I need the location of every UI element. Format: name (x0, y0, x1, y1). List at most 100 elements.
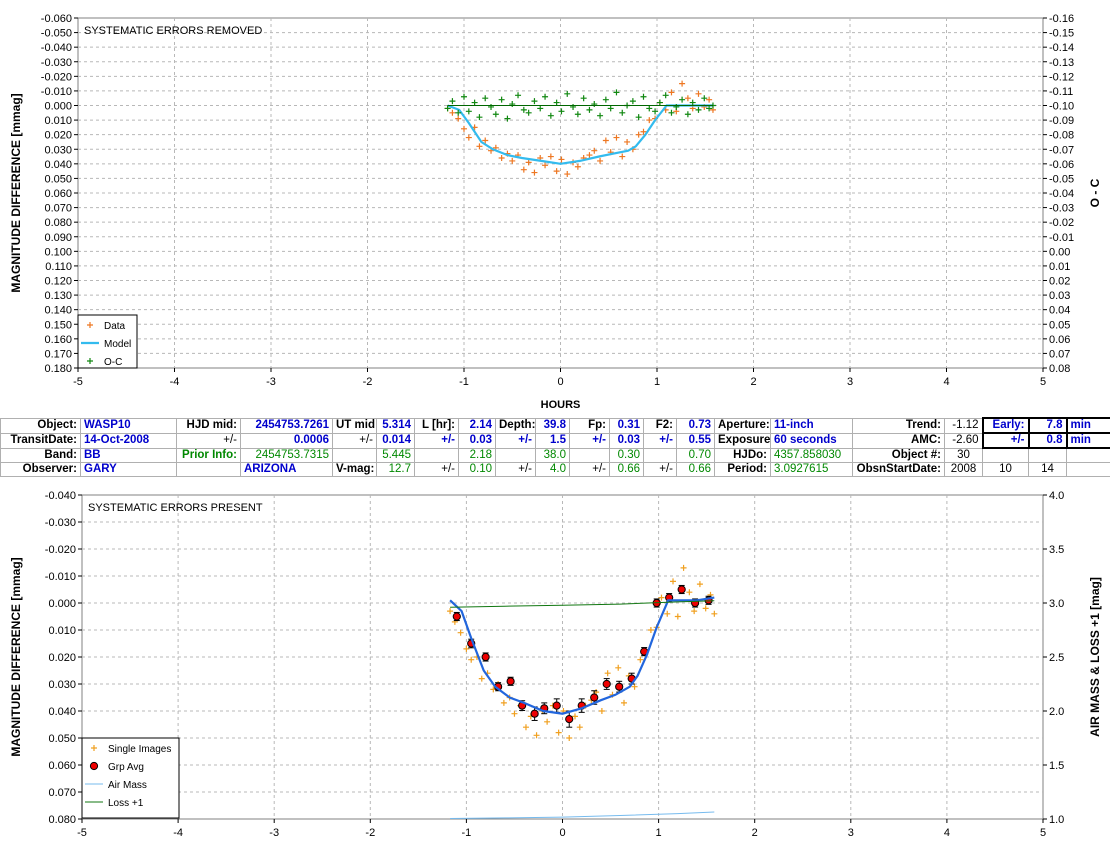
data-point-data (586, 152, 593, 159)
data-point-single-images (468, 656, 475, 663)
data-point-single-images (691, 608, 698, 615)
y-tick-label: 0.080 (44, 217, 72, 229)
group-average-point (615, 682, 624, 691)
y-tick-label: 0.140 (44, 305, 72, 317)
y2-tick-label: -0.10 (1049, 101, 1074, 113)
legend-marker (87, 322, 93, 328)
y-tick-label: 0.060 (44, 188, 72, 200)
fp-value: 0.31 (609, 417, 644, 434)
object-label: Object: (0, 417, 81, 434)
data-point-o-c (673, 103, 680, 110)
y-tick-label: 0.040 (44, 159, 72, 171)
y2-tick-label: 4.0 (1049, 490, 1064, 502)
data-point-single-images (604, 670, 611, 677)
fp-error: 0.03 (609, 432, 644, 449)
data-point-data (619, 153, 626, 160)
y2-tick-label: -0.06 (1049, 159, 1074, 171)
x-tick-label: -1 (459, 376, 469, 388)
f2-error: 0.55 (676, 432, 715, 449)
observer-label: Observer: (0, 462, 81, 477)
data-point-o-c (537, 105, 544, 112)
data-point-o-c (640, 93, 647, 100)
data-point-o-c (531, 98, 538, 105)
data-point-o-c (465, 108, 472, 115)
vmag-error: 0.10 (458, 462, 496, 477)
y-tick-label: 0.090 (44, 232, 72, 244)
legend-box (77, 314, 138, 369)
y-tick-label: 0.180 (44, 363, 72, 375)
data-point-single-images (555, 729, 562, 736)
y-tick-label: 0.010 (48, 625, 76, 637)
data-point-single-images (670, 578, 677, 585)
info-row-1: Object: WASP10 HJD mid: 2454753.7261 UT … (0, 417, 1110, 434)
ut-pm-label: +/- (332, 432, 377, 449)
data-point-o-c (668, 109, 675, 116)
y2-tick-label: 0.03 (1049, 290, 1070, 302)
length-value: 2.14 (458, 417, 496, 434)
data-point-single-images (674, 613, 681, 620)
legend-label: Data (104, 321, 126, 332)
data-point-data (476, 143, 483, 150)
data-point-data (509, 157, 516, 164)
y-tick-label: 0.030 (44, 144, 72, 156)
period-value: 3.0927615 (770, 462, 853, 477)
y-tick-label: 0.130 (44, 290, 72, 302)
data-point-o-c (488, 103, 495, 110)
depth-value: 39.8 (535, 417, 570, 434)
y2-tick-label: 0.06 (1049, 334, 1070, 346)
aperture-label: Aperture: (714, 417, 771, 434)
transit-date-label: TransitDate: (0, 432, 81, 449)
data-point-o-c (525, 109, 532, 116)
data-point-o-c (476, 114, 483, 121)
data-point-o-c (706, 105, 713, 112)
data-point-data (525, 159, 532, 166)
y-tick-label: -0.010 (45, 571, 76, 583)
empty-cell (1028, 447, 1067, 463)
legend-marker (87, 358, 93, 364)
early-error-unit: min (1065, 432, 1110, 449)
y-tick-label: 0.160 (44, 334, 72, 346)
group-average-point (506, 677, 515, 686)
data-point-o-c (547, 112, 554, 119)
empty-cell (176, 462, 241, 477)
data-point-data (668, 89, 675, 96)
data-point-data (461, 125, 467, 132)
data-point-data (679, 80, 686, 87)
data-point-data (547, 153, 554, 160)
y2-tick-label: -0.07 (1049, 144, 1074, 156)
data-point-single-images (686, 589, 693, 596)
data-point-o-c (520, 106, 527, 113)
y2-axis-label: AIR MASS & LOSS +1 [mag] (1088, 577, 1102, 737)
legend-marker (89, 761, 99, 771)
data-point-data (646, 117, 653, 124)
x-tick-label: 2 (750, 376, 756, 388)
x-tick-label: -3 (266, 376, 276, 388)
data-point-data (635, 131, 642, 138)
vmag-value: 12.7 (376, 462, 415, 477)
transit-info-table: Object: WASP10 HJD mid: 2454753.7261 UT … (0, 417, 1110, 477)
f2-value: 0.73 (676, 417, 715, 434)
plot-title: SYSTEMATIC ERRORS REMOVED (84, 25, 262, 37)
prior-length-value: 2.18 (458, 447, 496, 463)
data-point-single-images (664, 610, 671, 617)
aperture-value: 11-inch (770, 417, 853, 434)
legend-marker (91, 745, 97, 751)
legend-label: Grp Avg (108, 762, 144, 773)
empty-cell (1066, 447, 1110, 463)
y-tick-label: 0.020 (44, 130, 72, 142)
info-row-4: Observer: GARY ARIZONA V-mag: 12.7 +/- 0… (0, 462, 1110, 477)
legend-label: O-C (104, 357, 122, 368)
data-point-o-c (597, 112, 604, 119)
y2-tick-label: -0.12 (1049, 71, 1074, 83)
y2-tick-label: -0.14 (1049, 42, 1074, 54)
data-point-o-c (515, 92, 522, 99)
y2-tick-label: 0.07 (1049, 348, 1070, 360)
x-tick-label: -4 (170, 376, 180, 388)
prior-info-label: Prior Info: (176, 447, 241, 463)
data-point-o-c (689, 99, 696, 106)
data-point-data (706, 96, 713, 103)
y-tick-label: 0.040 (48, 706, 76, 718)
legend-label: Air Mass (108, 780, 147, 791)
exposure-value: 60 seconds (770, 432, 853, 449)
data-point-data (455, 115, 462, 122)
